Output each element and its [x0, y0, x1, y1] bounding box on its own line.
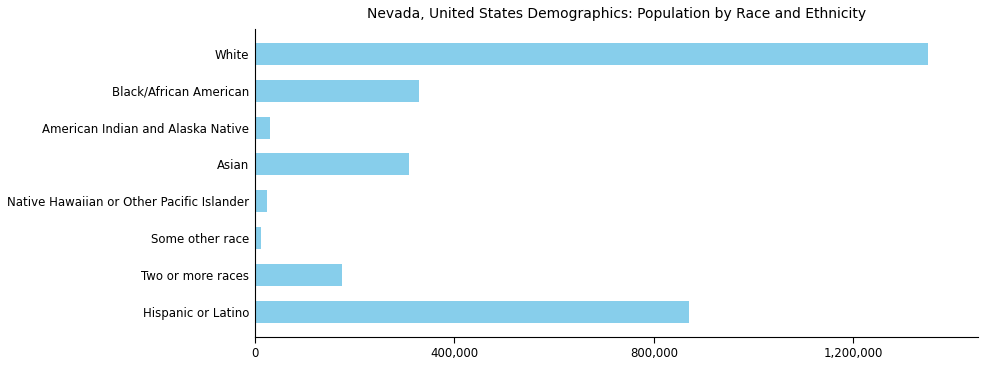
Bar — [255, 43, 928, 65]
Bar — [255, 264, 342, 286]
Bar — [255, 153, 410, 175]
Bar — [255, 301, 689, 323]
Bar — [255, 190, 267, 212]
Bar — [255, 227, 261, 249]
Bar — [255, 117, 270, 139]
Title: Nevada, United States Demographics: Population by Race and Ethnicity: Nevada, United States Demographics: Popu… — [366, 7, 866, 21]
Bar — [255, 80, 420, 102]
